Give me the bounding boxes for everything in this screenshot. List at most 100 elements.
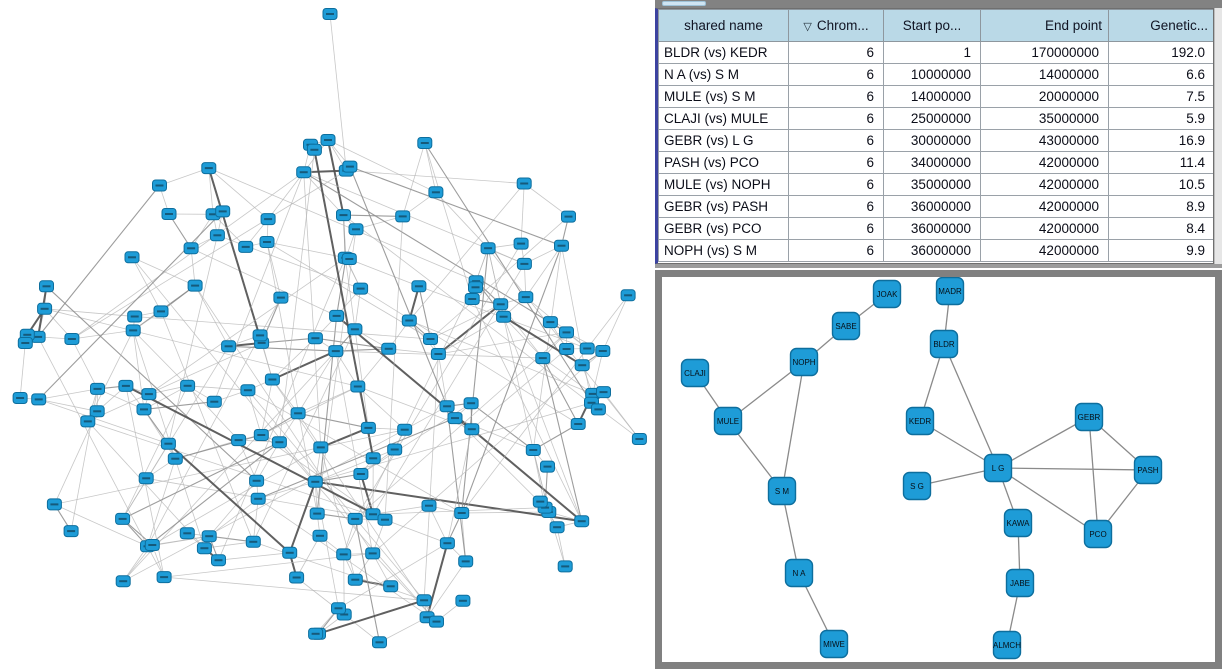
- table-cell[interactable]: MULE (vs) S M: [658, 85, 789, 108]
- network-node[interactable]: [590, 403, 606, 416]
- network-node-gebr[interactable]: GEBR: [1074, 402, 1104, 432]
- network-node-kawa[interactable]: KAWA: [1003, 508, 1033, 538]
- table-row[interactable]: BLDR (vs) KEDR 6 1 170000000 192.0: [658, 41, 1213, 64]
- network-node[interactable]: [308, 627, 324, 640]
- table-cell[interactable]: 20000000: [980, 85, 1109, 108]
- node-shape[interactable]: [1005, 568, 1035, 598]
- network-node[interactable]: [411, 280, 427, 293]
- network-node[interactable]: [183, 242, 199, 255]
- node-shape[interactable]: [983, 453, 1013, 483]
- network-node[interactable]: [179, 527, 195, 540]
- table-cell[interactable]: GEBR (vs) L G: [658, 129, 789, 152]
- table-panel-tab[interactable]: [662, 1, 706, 6]
- network-node[interactable]: [348, 223, 364, 236]
- network-node[interactable]: [118, 379, 134, 392]
- table-row[interactable]: PASH (vs) PCO 6 34000000 42000000 11.4: [658, 151, 1213, 174]
- network-node[interactable]: [365, 547, 381, 560]
- network-node[interactable]: [336, 209, 351, 222]
- network-node[interactable]: [518, 291, 534, 304]
- network-node-pco[interactable]: PCO: [1083, 519, 1113, 549]
- network-node-madr[interactable]: MADR: [935, 276, 965, 306]
- network-node[interactable]: [260, 213, 276, 226]
- network-node-pash[interactable]: PASH: [1133, 455, 1163, 485]
- table-cell[interactable]: 6: [788, 41, 884, 64]
- network-node[interactable]: [309, 507, 325, 520]
- table-cell[interactable]: 42000000: [980, 195, 1109, 218]
- table-row[interactable]: N A (vs) S M 6 10000000 14000000 6.6: [658, 63, 1213, 86]
- network-node[interactable]: [221, 340, 237, 353]
- table-cell[interactable]: CLAJI (vs) MULE: [658, 107, 789, 130]
- network-node[interactable]: [136, 403, 152, 416]
- network-node[interactable]: [549, 521, 565, 534]
- network-node[interactable]: [596, 386, 611, 399]
- network-node[interactable]: [421, 499, 437, 512]
- node-shape[interactable]: [872, 279, 902, 309]
- network-node[interactable]: [238, 240, 254, 253]
- network-node[interactable]: [160, 437, 176, 450]
- table-cell[interactable]: 35000000: [980, 107, 1109, 130]
- table-cell[interactable]: 6: [788, 129, 884, 152]
- network-node[interactable]: [579, 342, 595, 355]
- network-node[interactable]: [525, 444, 541, 456]
- network-node[interactable]: [320, 134, 336, 146]
- table-cell[interactable]: 7.5: [1108, 85, 1213, 108]
- network-node[interactable]: [201, 530, 217, 543]
- network-node[interactable]: [249, 474, 265, 487]
- network-node[interactable]: [180, 379, 196, 392]
- network-node[interactable]: [468, 281, 483, 294]
- network-node[interactable]: [231, 434, 247, 447]
- network-node[interactable]: [282, 546, 298, 559]
- table-cell[interactable]: 14000000: [883, 85, 981, 108]
- node-shape[interactable]: [784, 558, 814, 588]
- network-node[interactable]: [63, 525, 79, 538]
- table-cell[interactable]: 25000000: [883, 107, 981, 130]
- network-node[interactable]: [206, 395, 222, 408]
- table-cell[interactable]: 42000000: [980, 173, 1109, 196]
- network-node[interactable]: [620, 289, 636, 302]
- network-node[interactable]: [201, 162, 217, 175]
- network-node[interactable]: [328, 345, 344, 358]
- network-node[interactable]: [570, 418, 586, 430]
- node-shape[interactable]: [929, 329, 959, 359]
- network-node[interactable]: [554, 239, 569, 252]
- network-node[interactable]: [336, 548, 352, 561]
- network-node-joak[interactable]: JOAK: [872, 279, 902, 309]
- network-node[interactable]: [306, 143, 322, 156]
- network-node[interactable]: [259, 236, 275, 248]
- table-cell[interactable]: NOPH (vs) S M: [658, 239, 789, 262]
- network-node[interactable]: [124, 251, 140, 264]
- network-node[interactable]: [80, 415, 96, 428]
- table-cell[interactable]: 6.6: [1108, 63, 1213, 86]
- table-cell[interactable]: 36000000: [883, 239, 981, 262]
- table-cell[interactable]: 6: [788, 107, 884, 130]
- node-shape[interactable]: [902, 471, 932, 501]
- network-node[interactable]: [89, 405, 105, 418]
- network-node[interactable]: [115, 575, 131, 588]
- network-node[interactable]: [153, 305, 169, 318]
- network-node-bldr[interactable]: BLDR: [929, 329, 959, 359]
- table-cell[interactable]: 6: [788, 85, 884, 108]
- network-node[interactable]: [464, 293, 480, 305]
- network-node[interactable]: [152, 179, 167, 192]
- network-node-noph[interactable]: NOPH: [789, 347, 819, 377]
- table-cell[interactable]: 6: [788, 63, 884, 86]
- table-row[interactable]: GEBR (vs) L G 6 30000000 43000000 16.9: [658, 129, 1213, 152]
- network-node[interactable]: [353, 468, 369, 480]
- network-node[interactable]: [381, 342, 397, 355]
- network-node[interactable]: [455, 594, 471, 607]
- network-node[interactable]: [423, 333, 438, 345]
- network-node-claji[interactable]: CLAJI: [680, 358, 710, 388]
- network-node[interactable]: [559, 343, 575, 355]
- network-node[interactable]: [347, 573, 363, 586]
- network-node[interactable]: [397, 423, 413, 436]
- node-shape[interactable]: [831, 311, 861, 341]
- network-node[interactable]: [127, 310, 143, 323]
- network-node[interactable]: [329, 309, 345, 322]
- network-node[interactable]: [542, 316, 558, 329]
- network-node[interactable]: [296, 166, 312, 179]
- node-shape[interactable]: [789, 347, 819, 377]
- network-node[interactable]: [252, 329, 268, 342]
- network-node[interactable]: [307, 475, 323, 488]
- network-node[interactable]: [17, 337, 33, 349]
- table-cell[interactable]: 43000000: [980, 129, 1109, 152]
